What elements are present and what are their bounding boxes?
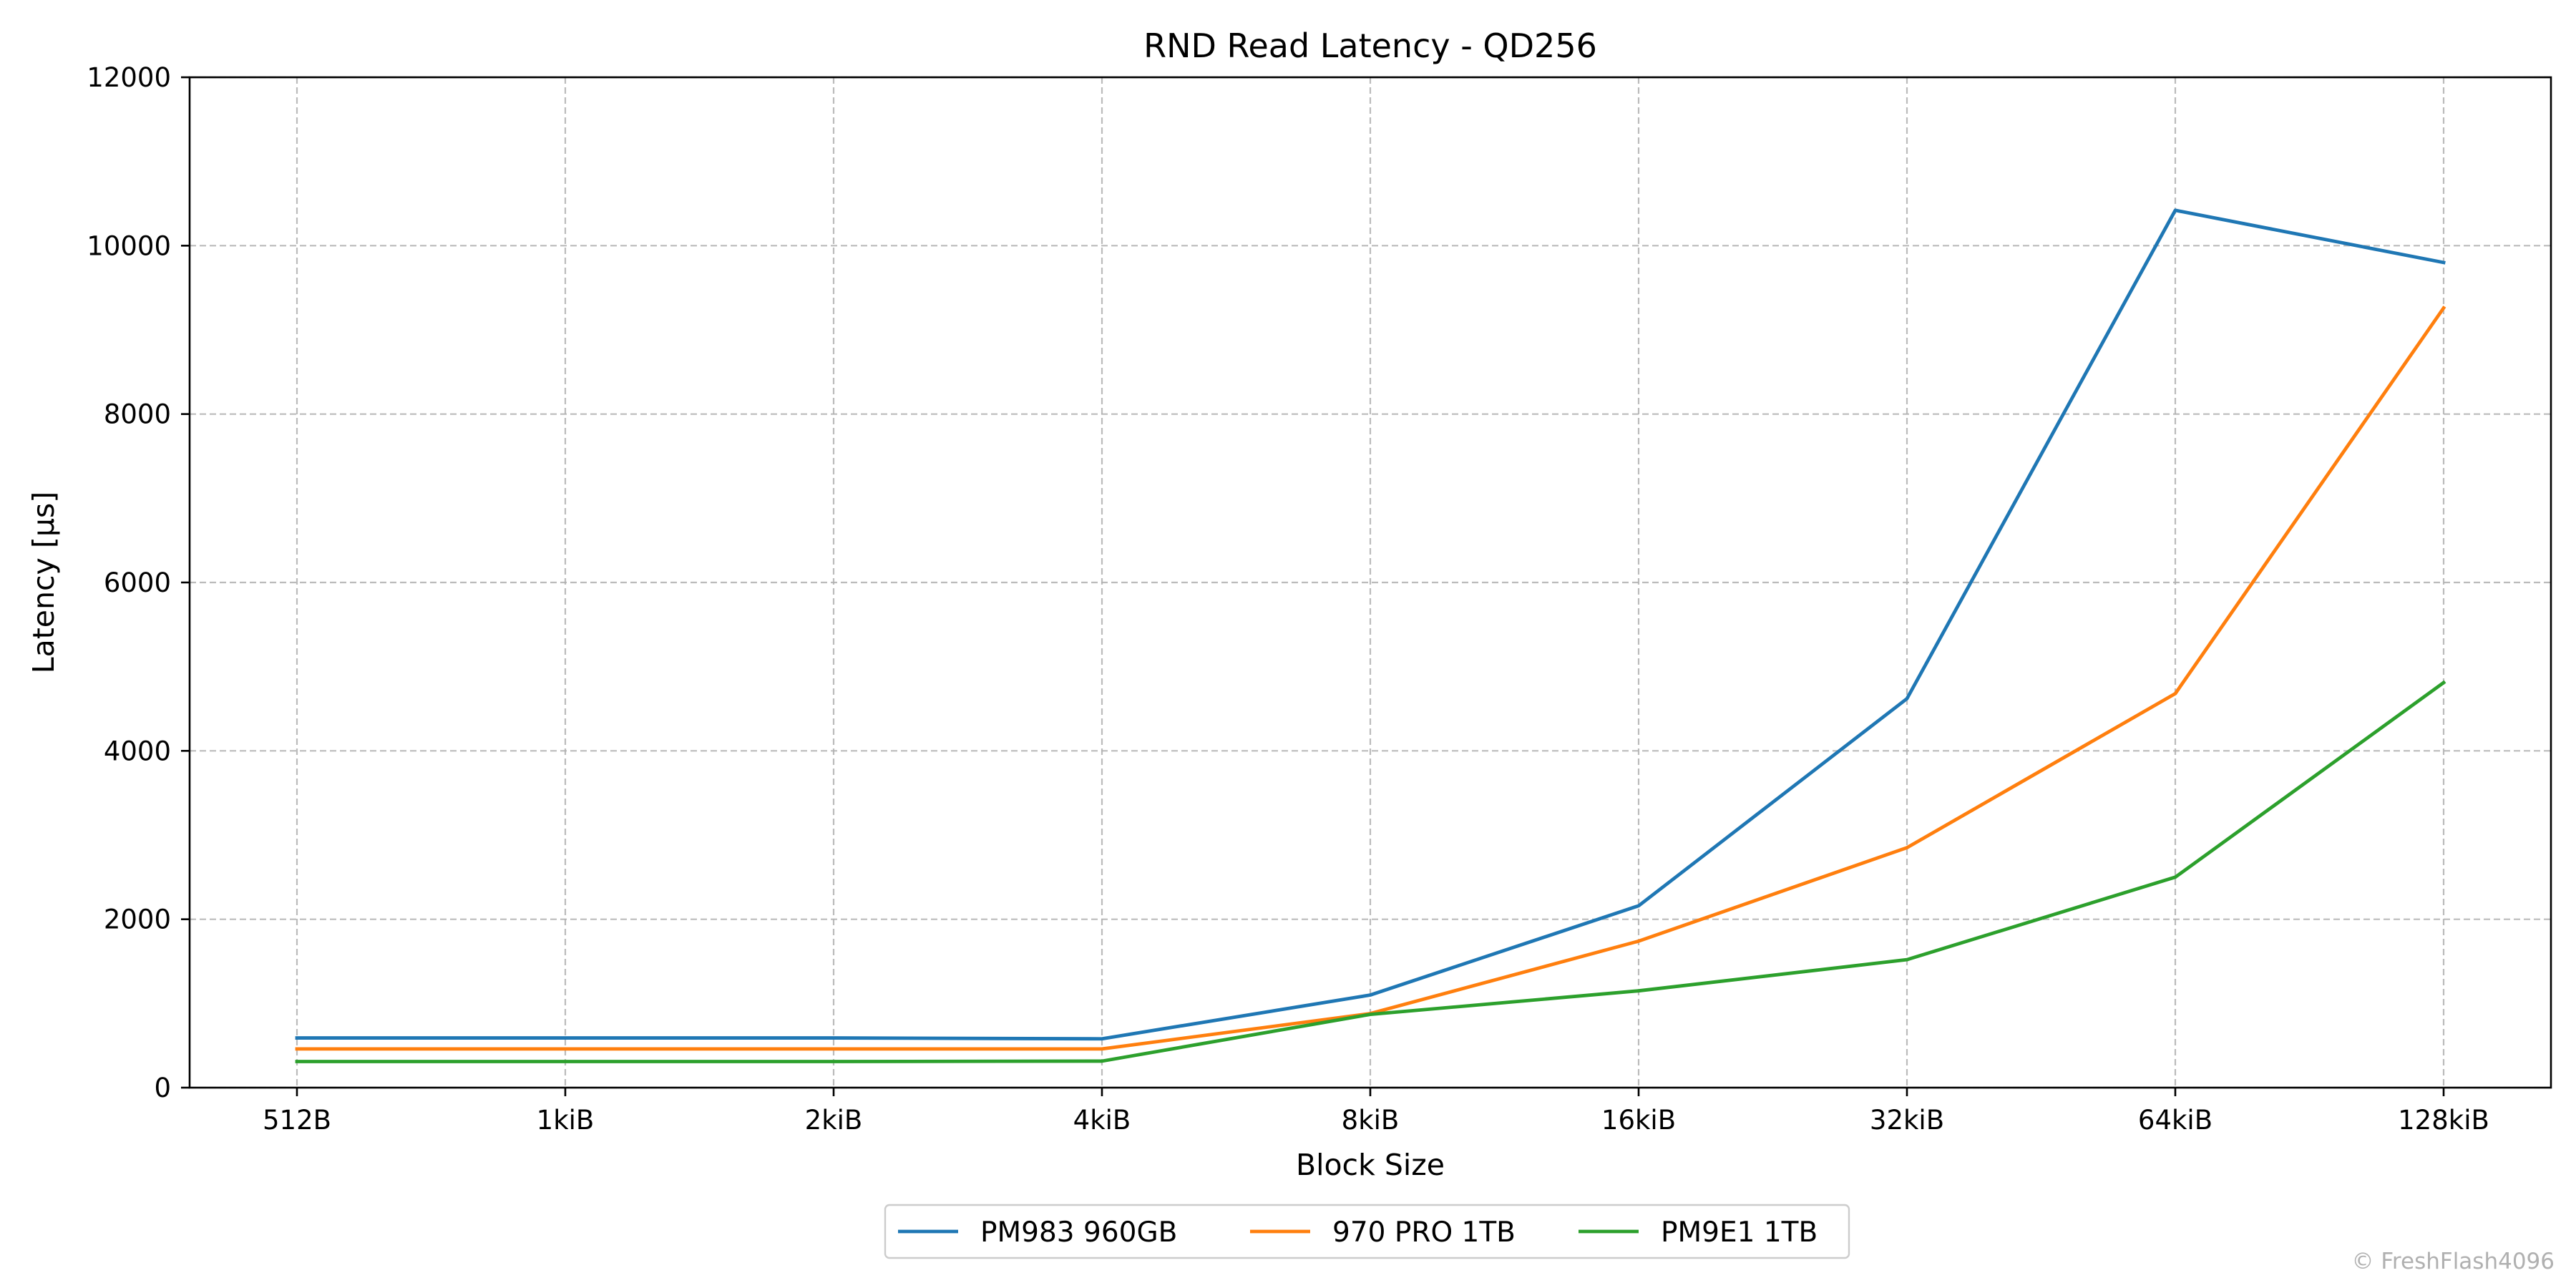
x-axis-label: Block Size (1296, 1148, 1445, 1182)
x-tick-label: 4kiB (1073, 1105, 1131, 1136)
legend: PM983 960GB 970 PRO 1TB PM9E1 1TB (884, 1204, 1850, 1259)
x-tick-label: 2kiB (805, 1105, 863, 1136)
y-tick-label: 0 (154, 1073, 171, 1103)
y-tick-label: 4000 (104, 736, 171, 766)
x-tick-label: 64kiB (2138, 1105, 2212, 1136)
legend-label: 970 PRO 1TB (1332, 1216, 1516, 1249)
y-axis-ticks: 0 2000 4000 6000 8000 10000 12000 (87, 62, 190, 1103)
y-tick-label: 6000 (104, 567, 171, 598)
x-tick-label: 512B (263, 1105, 331, 1136)
y-axis-label: Latency [µs] (26, 492, 61, 674)
series-line-3 (295, 680, 2446, 1063)
y-tick-label: 8000 (104, 399, 171, 430)
legend-label: PM983 960GB (980, 1216, 1177, 1249)
series-line-1 (295, 208, 2446, 1041)
x-tick-label: 8kiB (1342, 1105, 1400, 1136)
y-tick-label: 12000 (87, 62, 171, 93)
legend-box (884, 1204, 1850, 1259)
x-tick-label: 16kiB (1601, 1105, 1676, 1136)
legend-label: PM9E1 1TB (1661, 1216, 1818, 1249)
y-tick-label: 10000 (87, 230, 171, 261)
x-tick-label: 128kiB (2398, 1105, 2489, 1136)
x-tick-label: 1kiB (537, 1105, 595, 1136)
chart-title: RND Read Latency - QD256 (1143, 26, 1597, 65)
watermark: © FreshFlash4096 (2352, 1249, 2555, 1274)
x-tick-label: 32kiB (1870, 1105, 1944, 1136)
y-tick-label: 2000 (104, 904, 171, 935)
x-axis-ticks: 512B 1kiB 2kiB 4kiB 8kiB 16kiB 32kiB 64kiB 128ki… (263, 1088, 2489, 1136)
series-lines (295, 208, 2446, 1063)
